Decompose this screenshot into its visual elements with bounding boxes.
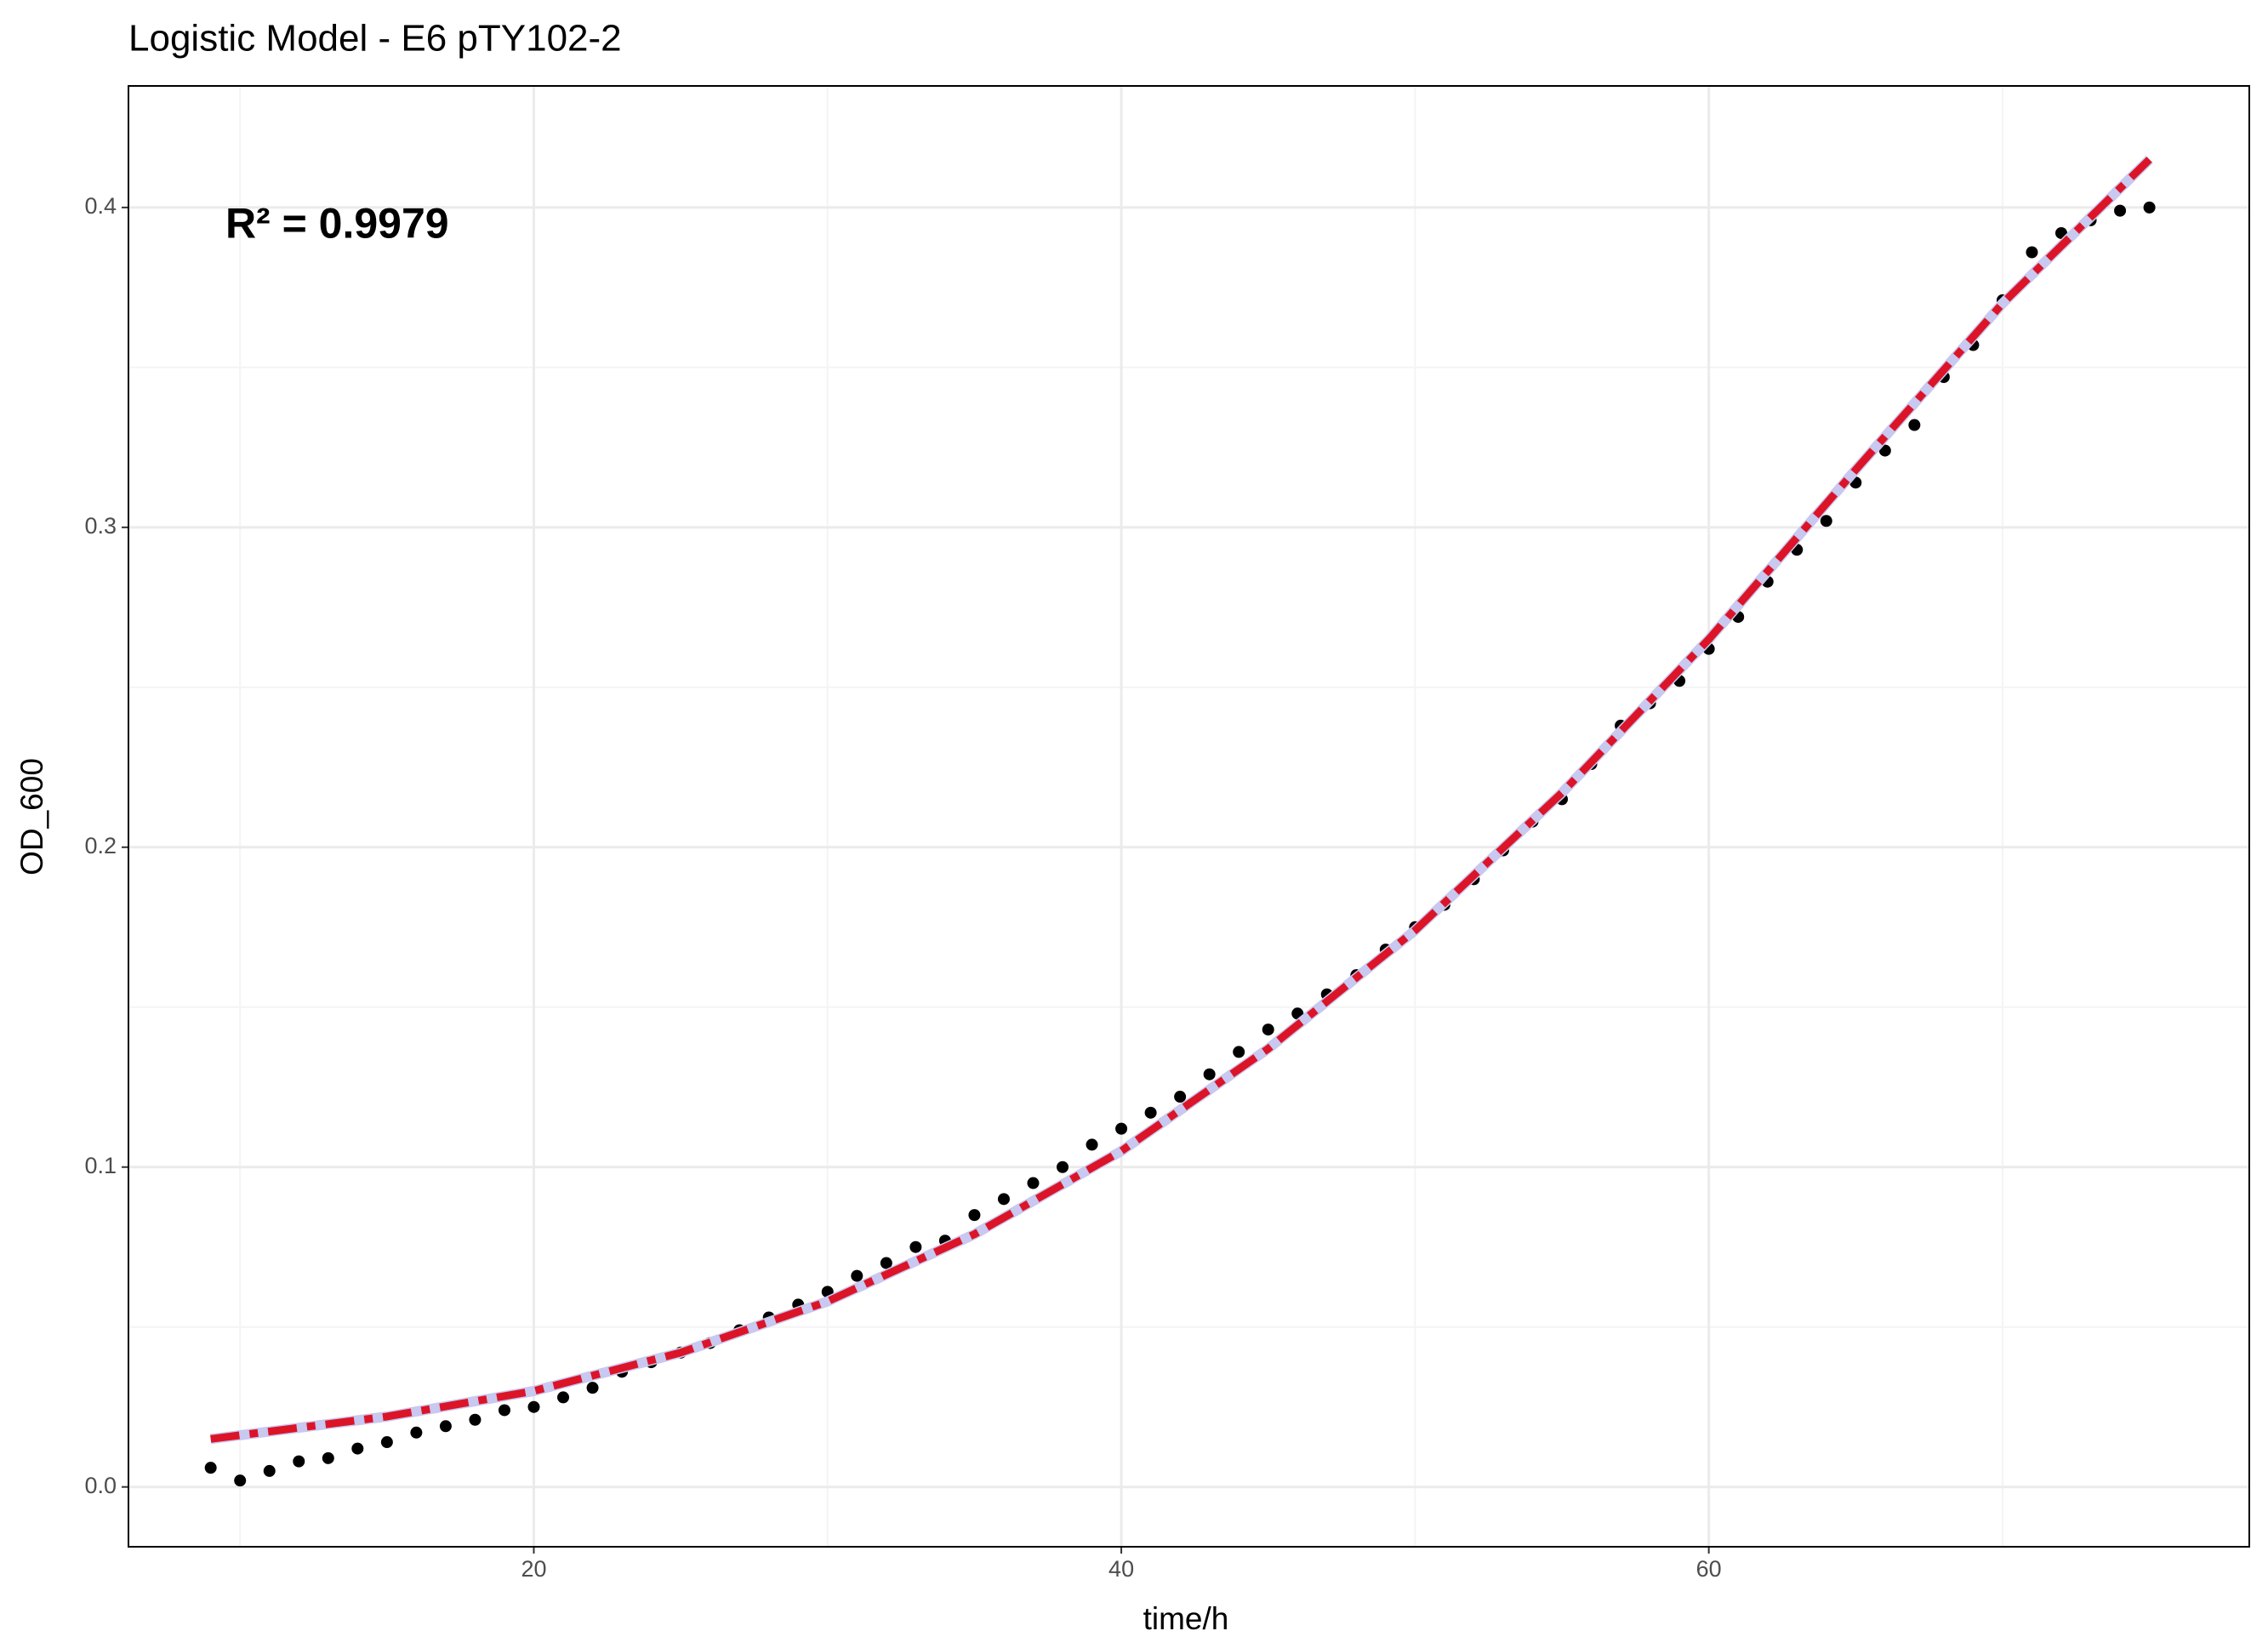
data-point [293, 1455, 305, 1468]
data-point [498, 1404, 510, 1417]
x-tick-label: 40 [1108, 1556, 1134, 1582]
data-point [1203, 1068, 1216, 1081]
data-point [909, 1240, 922, 1253]
data-point [527, 1400, 540, 1413]
chart-title: Logistic Model - E6 pTY102-2 [128, 18, 622, 60]
data-point [1086, 1138, 1098, 1151]
data-point [263, 1464, 276, 1477]
y-tick-label: 0.0 [84, 1473, 117, 1498]
data-point [204, 1462, 217, 1474]
data-point [1057, 1160, 1069, 1173]
data-point [322, 1451, 334, 1464]
y-axis-label: OD_600 [14, 758, 49, 875]
data-point [880, 1257, 892, 1269]
y-tick-label: 0.2 [84, 833, 117, 858]
data-point [410, 1426, 423, 1439]
data-point [1820, 515, 1832, 527]
panel-border [128, 85, 2250, 1548]
data-point [1908, 419, 1921, 431]
data-point [851, 1269, 863, 1282]
data-point [1174, 1091, 1187, 1103]
data-point [234, 1474, 247, 1487]
data-point [968, 1209, 981, 1222]
data-point [1027, 1177, 1040, 1189]
y-tick-label: 0.4 [84, 193, 117, 219]
fit-line [210, 157, 2152, 1443]
data-point [1233, 1046, 1245, 1058]
y-tick-label: 0.3 [84, 513, 117, 539]
x-axis-label: time/h [1143, 1601, 1229, 1636]
x-tick-label: 60 [1696, 1556, 1722, 1582]
y-tick-label: 0.1 [84, 1153, 117, 1178]
data-point [1115, 1122, 1128, 1135]
data-point [1144, 1106, 1157, 1119]
data-point [557, 1391, 570, 1404]
data-point [586, 1382, 599, 1394]
data-point [351, 1442, 364, 1455]
data-point [1878, 444, 1891, 457]
x-tick-label: 20 [521, 1556, 546, 1582]
data-point [2114, 204, 2127, 217]
data-point [439, 1420, 452, 1433]
annotation: R² = 0.9979 [225, 200, 449, 248]
data-point [997, 1193, 1010, 1206]
data-point [469, 1413, 482, 1426]
data-point [2026, 246, 2038, 259]
data-point [2143, 201, 2156, 214]
data-point [380, 1436, 393, 1449]
data-point [1262, 1024, 1274, 1036]
